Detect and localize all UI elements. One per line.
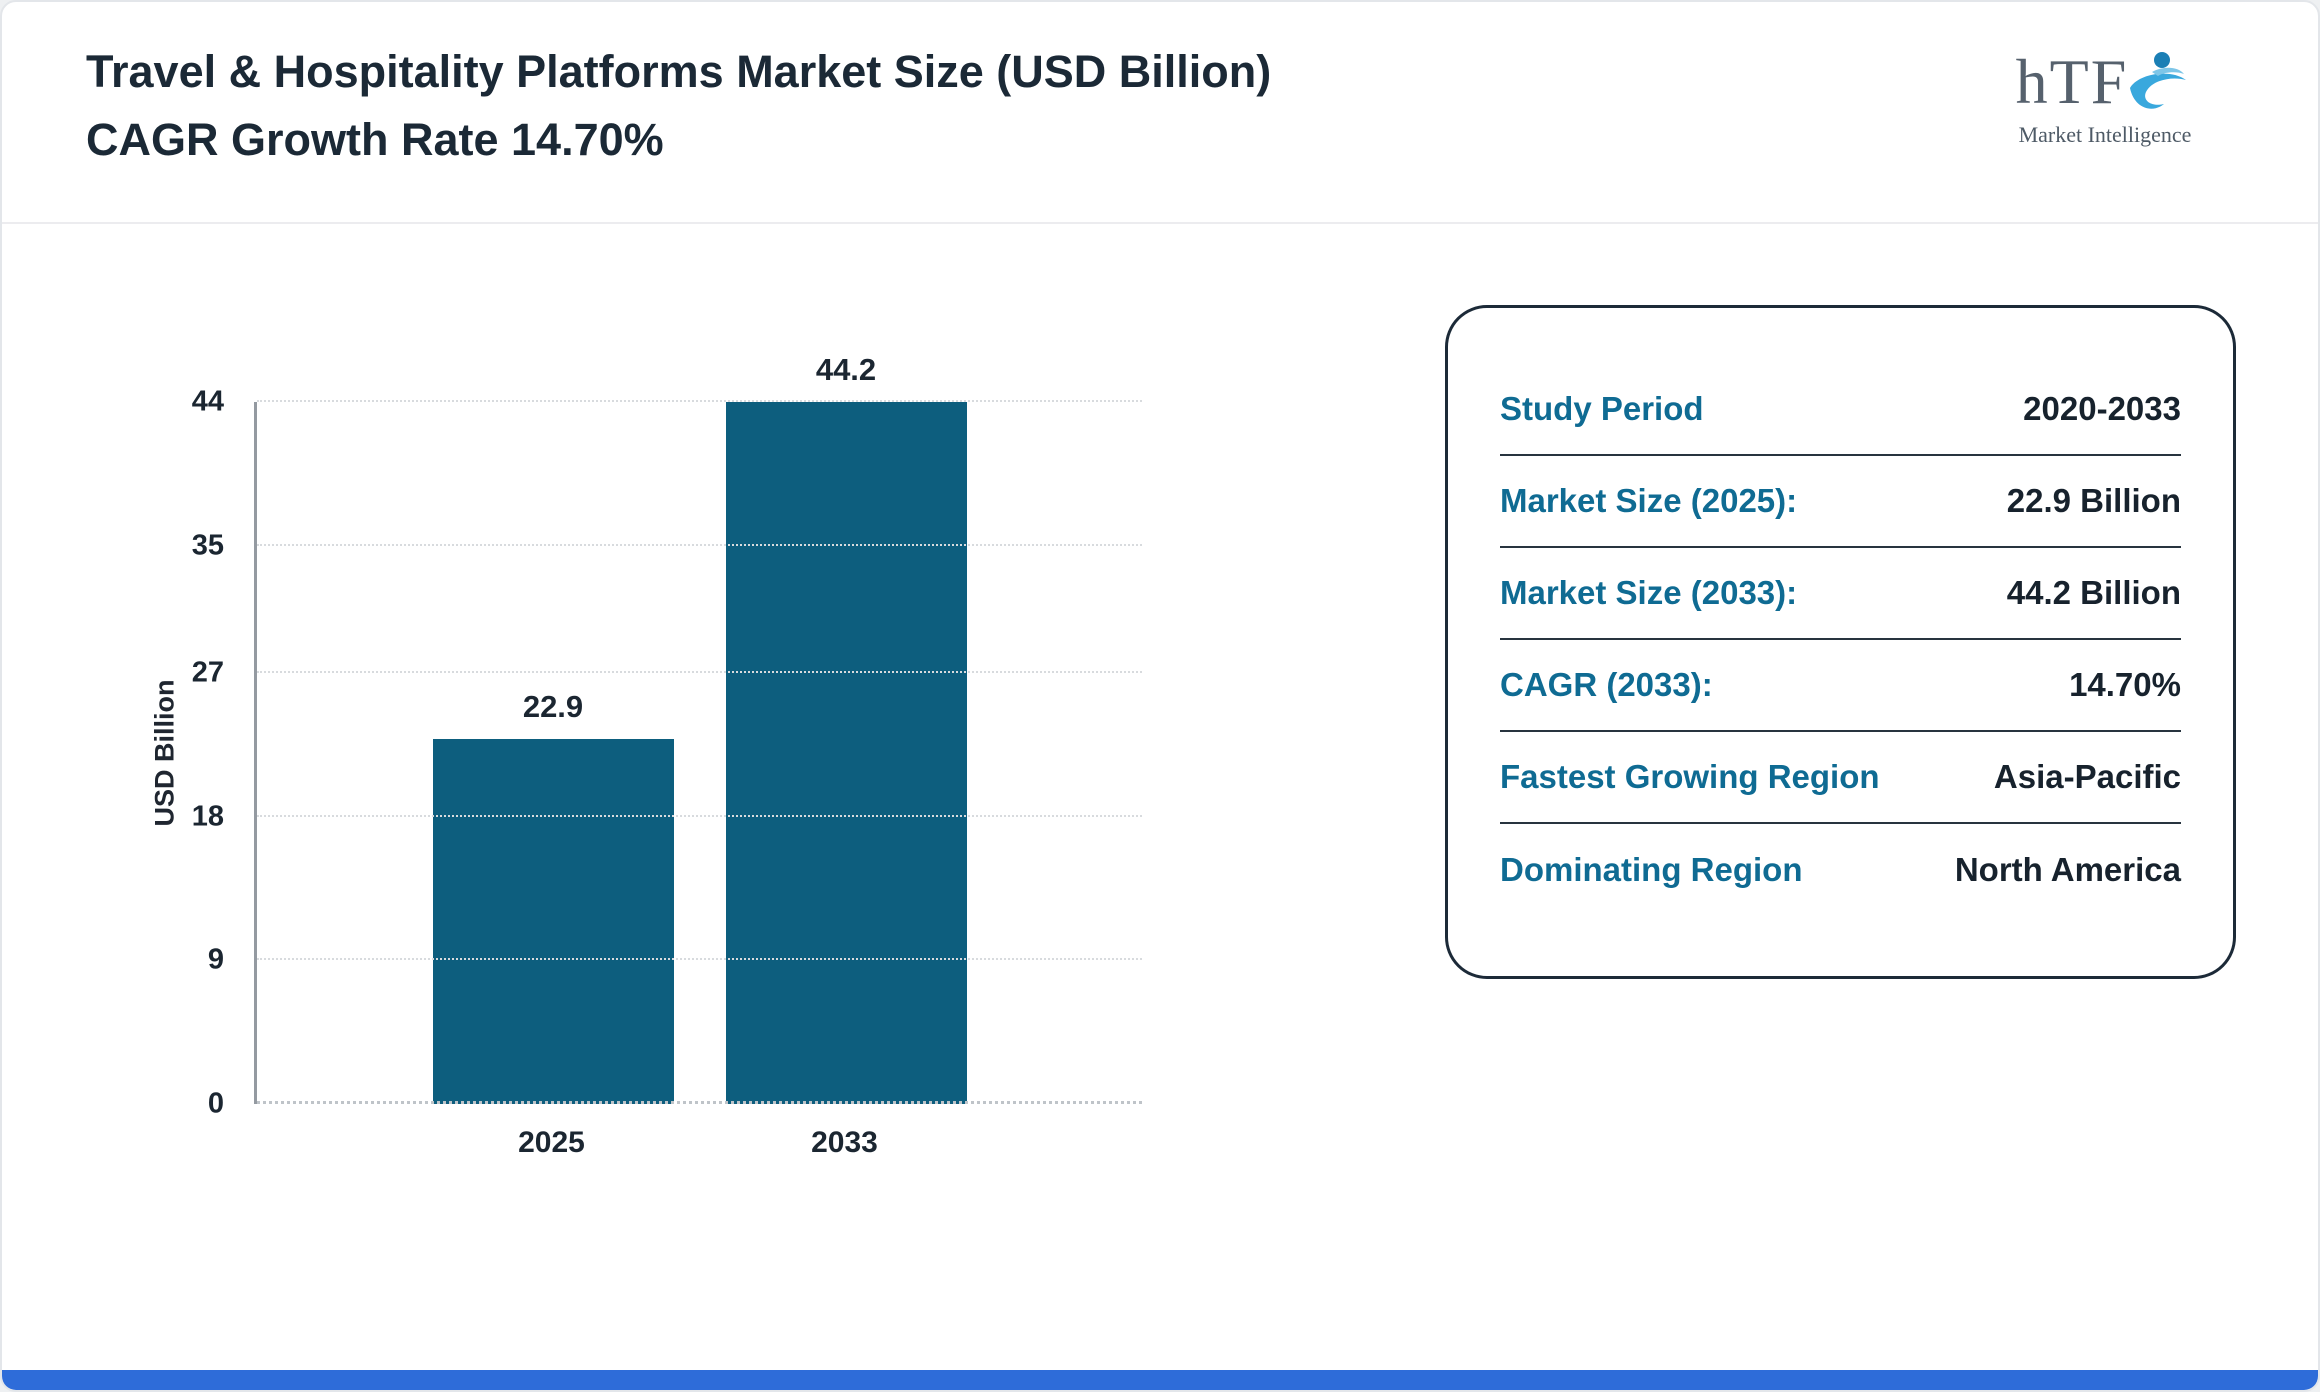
row-value: 44.2 Billion bbox=[2006, 574, 2181, 611]
info-row-fastest-growing-region: Fastest Growing Region Asia-Pacific bbox=[1500, 732, 2181, 824]
bar-value-label: 22.9 bbox=[522, 688, 584, 724]
logo-row: hTF bbox=[1980, 46, 2230, 118]
logo-swirl-icon bbox=[2130, 52, 2187, 109]
gridline bbox=[257, 543, 1142, 546]
bar-group-2033: 44.2 bbox=[725, 352, 967, 1104]
y-tick-label: 0 bbox=[207, 1087, 224, 1120]
row-label: Fastest Growing Region bbox=[1500, 758, 1880, 795]
bar-2025 bbox=[432, 738, 674, 1104]
bar-value-label: 44.2 bbox=[815, 352, 877, 387]
bar-group-2025: 22.9 bbox=[432, 402, 674, 1104]
y-tick-label: 27 bbox=[191, 656, 224, 689]
gridline bbox=[257, 958, 1142, 961]
logo-text: hTF bbox=[2015, 46, 2129, 117]
x-axis-ticks: 2025 2033 bbox=[254, 1126, 1142, 1160]
y-tick-label: 35 bbox=[191, 529, 224, 562]
row-label: Study Period bbox=[1500, 390, 1704, 427]
y-axis-ticks: 0 9 18 27 35 44 bbox=[102, 386, 238, 1120]
logo-tagline: Market Intelligence bbox=[2018, 122, 2192, 147]
footer-accent-bar bbox=[2, 1370, 2318, 1390]
info-row-study-period: Study Period 2020-2033 bbox=[1500, 364, 2181, 456]
row-label: Dominating Region bbox=[1500, 851, 1803, 888]
logo: hTF Market Intelligence bbox=[1980, 46, 2230, 148]
info-card: Study Period 2020-2033 Market Size (2025… bbox=[1445, 305, 2236, 979]
x-tick-label-2033: 2033 bbox=[811, 1126, 878, 1159]
plot-area: 22.9 44.2 bbox=[254, 352, 1142, 1104]
info-row-cagr: CAGR (2033): 14.70% bbox=[1500, 640, 2181, 732]
y-tick-label: 9 bbox=[207, 943, 224, 976]
bars-container: 22.9 44.2 bbox=[257, 352, 1142, 1104]
row-value: 14.70% bbox=[2069, 666, 2181, 703]
row-value: North America bbox=[1954, 851, 2181, 888]
row-label: Market Size (2025): bbox=[1500, 482, 1798, 519]
info-row-market-size-2033: Market Size (2033): 44.2 Billion bbox=[1500, 548, 2181, 640]
gridline bbox=[257, 671, 1142, 674]
info-row-market-size-2025: Market Size (2025): 22.9 Billion bbox=[1500, 456, 2181, 548]
gridline bbox=[257, 400, 1142, 402]
info-row-dominating-region: Dominating Region North America bbox=[1500, 824, 2181, 916]
row-value: 2020-2033 bbox=[2023, 390, 2181, 427]
page-title: Travel & Hospitality Platforms Market Si… bbox=[86, 46, 1272, 165]
row-value: 22.9 Billion bbox=[2006, 482, 2181, 519]
gridline bbox=[257, 814, 1142, 817]
y-tick-label: 18 bbox=[191, 800, 224, 833]
x-tick-label-2025: 2025 bbox=[518, 1126, 585, 1159]
bar-2033 bbox=[725, 402, 967, 1104]
header: Travel & Hospitality Platforms Market Si… bbox=[2, 2, 2318, 224]
row-label: CAGR (2033): bbox=[1500, 666, 1713, 703]
row-value: Asia-Pacific bbox=[1993, 758, 2181, 795]
y-tick-label: 44 bbox=[191, 385, 224, 418]
row-label: Market Size (2033): bbox=[1500, 574, 1798, 611]
